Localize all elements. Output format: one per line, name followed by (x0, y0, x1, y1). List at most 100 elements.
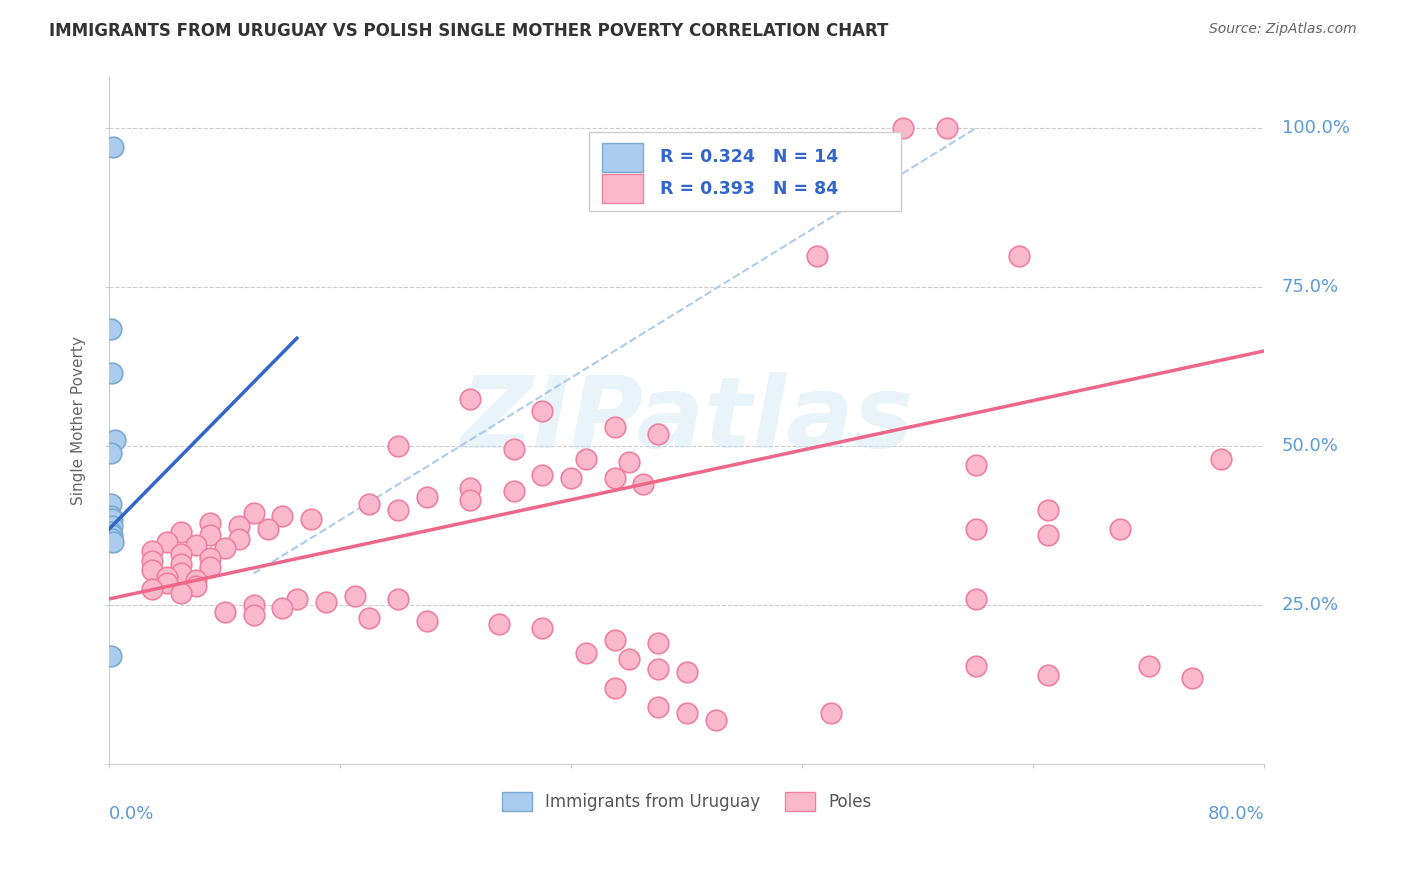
Point (170, 585, 193, 599)
Point (416, 614, 439, 628)
Point (820, 706, 842, 721)
Point (141, 554, 163, 568)
Point (101, 518, 124, 533)
Point (228, 518, 250, 533)
Point (242, 506, 264, 520)
Point (299, 512, 322, 526)
Point (200, 560, 222, 574)
Point (603, 633, 626, 648)
Point (141, 582, 163, 597)
Point (603, 471, 626, 485)
Point (965, 591, 987, 606)
Point (315, 595, 337, 609)
Point (343, 589, 366, 603)
Point (965, 658, 987, 673)
Point (271, 509, 294, 524)
Point (617, 455, 640, 469)
Point (387, 439, 409, 453)
Point (214, 605, 236, 619)
Point (575, 452, 598, 467)
Point (575, 646, 598, 660)
Point (935, 121, 957, 136)
Point (416, 490, 439, 504)
Point (103, 534, 125, 549)
Point (603, 681, 626, 695)
Point (675, 665, 697, 679)
Text: IMMIGRANTS FROM URUGUAY VS POLISH SINGLE MOTHER POVERTY CORRELATION CHART: IMMIGRANTS FROM URUGUAY VS POLISH SINGLE… (49, 22, 889, 40)
Point (104, 433, 127, 447)
Point (1036, 528, 1059, 542)
Point (101, 366, 124, 380)
FancyBboxPatch shape (589, 132, 901, 211)
Point (617, 652, 640, 666)
Point (100, 525, 122, 540)
Point (560, 471, 582, 485)
Point (200, 528, 222, 542)
Text: 25.0%: 25.0% (1282, 596, 1339, 615)
FancyBboxPatch shape (603, 174, 643, 203)
Text: 50.0%: 50.0% (1282, 437, 1339, 455)
Point (488, 617, 510, 632)
Point (647, 700, 669, 714)
Text: ZIPatlas: ZIPatlas (460, 372, 914, 469)
Point (1008, 248, 1031, 262)
Point (103, 140, 125, 154)
Point (502, 483, 524, 498)
Point (156, 534, 179, 549)
Point (242, 607, 264, 622)
Text: 0.0%: 0.0% (110, 805, 155, 823)
Point (458, 493, 481, 508)
Point (647, 636, 669, 650)
Point (704, 713, 727, 727)
Point (156, 569, 179, 583)
Point (1036, 503, 1059, 517)
Point (387, 503, 409, 517)
Point (101, 532, 124, 546)
Point (675, 706, 697, 721)
Point (359, 496, 381, 510)
FancyBboxPatch shape (603, 143, 643, 171)
Text: R = 0.393   N = 84: R = 0.393 N = 84 (661, 179, 838, 198)
Text: 80.0%: 80.0% (1208, 805, 1264, 823)
Point (170, 548, 193, 562)
Point (458, 392, 481, 406)
Point (200, 550, 222, 565)
Point (101, 512, 124, 526)
Point (170, 525, 193, 540)
Text: 100.0%: 100.0% (1282, 120, 1350, 137)
Point (965, 458, 987, 473)
Point (1036, 668, 1059, 682)
Point (184, 538, 207, 552)
Point (257, 522, 280, 536)
Point (965, 522, 987, 536)
Point (214, 541, 236, 555)
Point (531, 467, 554, 482)
Point (170, 557, 193, 571)
Point (100, 509, 122, 524)
Point (1211, 452, 1233, 467)
Point (1137, 658, 1160, 673)
Point (141, 544, 163, 558)
Point (531, 621, 554, 635)
Text: 75.0%: 75.0% (1282, 278, 1339, 296)
Point (893, 121, 915, 136)
Point (271, 601, 294, 615)
Point (502, 442, 524, 457)
Y-axis label: Single Mother Poverty: Single Mother Poverty (72, 336, 86, 505)
Point (458, 481, 481, 495)
Point (100, 649, 122, 664)
Point (1181, 672, 1204, 686)
Point (531, 404, 554, 418)
Point (647, 426, 669, 441)
Point (184, 573, 207, 587)
Point (100, 496, 122, 510)
Point (647, 662, 669, 676)
Text: Source: ZipAtlas.com: Source: ZipAtlas.com (1209, 22, 1357, 37)
Point (242, 599, 264, 613)
Point (156, 576, 179, 591)
Point (359, 611, 381, 625)
Point (633, 477, 655, 491)
Point (603, 420, 626, 434)
Point (228, 532, 250, 546)
Point (806, 248, 828, 262)
